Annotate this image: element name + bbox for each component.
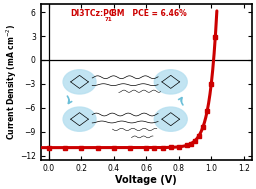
Text: 71: 71 xyxy=(105,16,112,22)
Text: BM   PCE = 6.46%: BM PCE = 6.46% xyxy=(111,9,187,18)
Text: DI3TCz:PC: DI3TCz:PC xyxy=(70,9,114,18)
Y-axis label: Current Density (mA cm$^{-2}$): Current Density (mA cm$^{-2}$) xyxy=(4,24,19,140)
X-axis label: Voltage (V): Voltage (V) xyxy=(115,175,177,185)
